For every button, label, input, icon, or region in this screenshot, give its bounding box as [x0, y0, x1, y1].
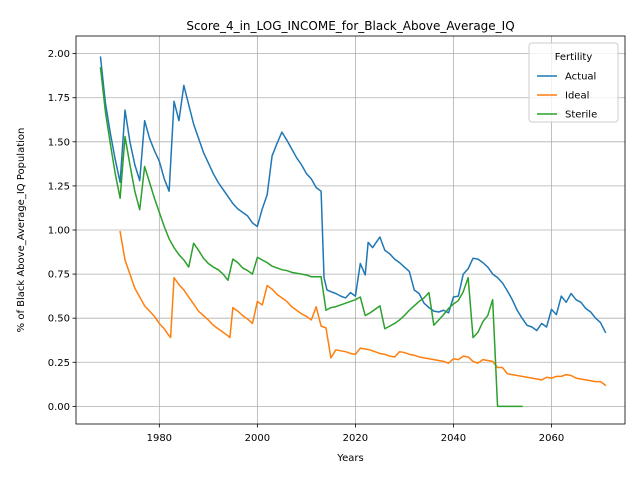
y-tick-label: 0.50 [48, 314, 70, 325]
legend-label-sterile: Sterile [565, 110, 597, 121]
x-tick-label: 2040 [441, 433, 466, 444]
x-tick-label: 1980 [147, 433, 172, 444]
y-tick-label: 1.50 [48, 137, 70, 148]
series-line-ideal [119, 230, 607, 387]
series-line-actual [99, 56, 607, 334]
legend-entries: Actual Ideal Sterile [537, 72, 597, 121]
x-axis-label: Years [336, 453, 363, 464]
legend-label-ideal: Ideal [565, 91, 589, 102]
grid [76, 36, 625, 424]
y-tick-label: 2.00 [48, 49, 70, 60]
x-tick-label: 2060 [539, 433, 564, 444]
y-tick-label: 1.75 [48, 93, 70, 104]
axis-ticks: 1980 2000 2020 2040 2060 0.00 0.25 0.50 0.75 1.00… [48, 49, 564, 444]
y-tick-label: 1.00 [48, 226, 70, 237]
y-tick-label: 0.75 [48, 270, 70, 281]
y-tick-label: 0.00 [48, 402, 70, 413]
legend-title: Fertility [555, 52, 593, 63]
series-lines [99, 56, 607, 408]
x-tick-label: 2020 [343, 433, 368, 444]
series-line-sterile [99, 66, 523, 408]
x-tick-label: 2000 [245, 433, 270, 444]
chart-title: Score_4_in_LOG_INCOME_for_Black_Above_Av… [186, 19, 514, 33]
legend: Fertility Actual Ideal Sterile [528, 42, 619, 123]
y-tick-label: 1.25 [48, 181, 70, 192]
y-tick-label: 0.25 [48, 358, 70, 369]
legend-label-actual: Actual [565, 72, 596, 83]
y-axis-label: % of Black Above_Average_IQ Population [16, 128, 27, 333]
legend-box [528, 42, 619, 123]
